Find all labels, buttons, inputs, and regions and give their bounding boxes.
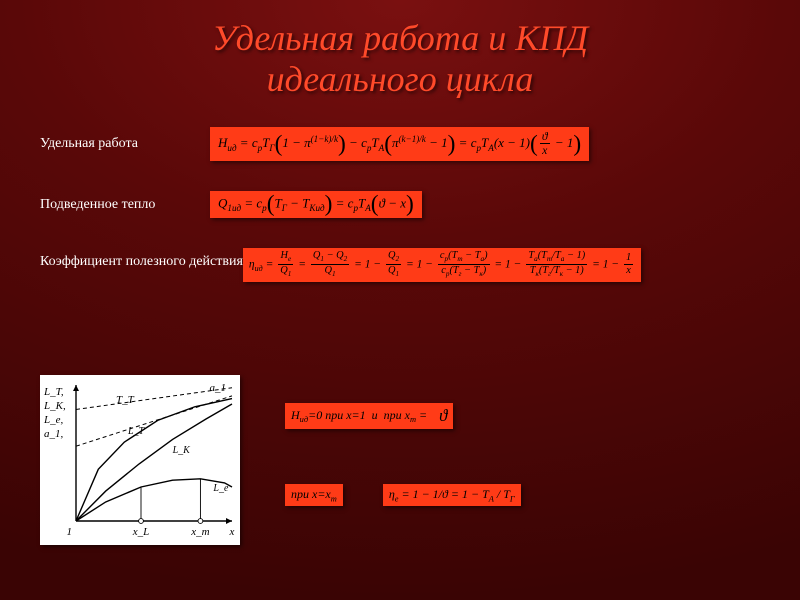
row-eff: Коэффициент полезного действия ηид = HeQ… — [40, 248, 800, 282]
svg-text:x: x — [229, 526, 235, 538]
svg-text:L_T,: L_T, — [43, 386, 64, 398]
lower-second-row: при x=xm ηe = 1 − 1/ϑ = 1 − TА / TГ — [285, 484, 521, 506]
svg-text:T_T: T_T — [116, 394, 135, 406]
svg-text:L_e: L_e — [212, 483, 229, 494]
formula-heat: Q1ид = cp(TГ − TКид) = cpTА(ϑ − x) — [210, 191, 422, 218]
svg-text:L_K,: L_K, — [43, 400, 66, 412]
formula-at-xm: при x=xm — [285, 484, 343, 506]
formula-work: Hид = cpTГ(1 − π(1−k)/k) − cpTА(π(k−1)/k… — [210, 127, 589, 161]
svg-text:a_1,: a_1, — [44, 428, 64, 440]
svg-text:L_K: L_K — [172, 445, 192, 456]
label-heat: Подведенное тепло — [40, 197, 210, 213]
row-work: Удельная работа Hид = cpTГ(1 − π(1−k)/k)… — [40, 127, 800, 161]
formula-zero: Hид=0 при x=1 и при xm = ϑ — [285, 403, 453, 429]
cycle-graph: L_T, L_K, L_e, a_1, 1 x_L x_m x a_1 T_T L_T L_K L_e — [40, 375, 240, 545]
formula-eff: ηид = HeQ1 = Q1 − Q2Q1 = 1 − Q2Q1 = 1 − … — [243, 248, 641, 282]
svg-text:1: 1 — [67, 526, 73, 538]
lower-region: L_T,L_K,L_e,a_1,1x_Lx_mxa_1T_TL_TL_KL_e … — [40, 375, 521, 545]
label-eff: Коэффициент полезного действия — [40, 248, 243, 270]
formula-eta-e: ηe = 1 − 1/ϑ = 1 − TА / TГ — [383, 484, 521, 506]
svg-text:x_m: x_m — [190, 526, 209, 538]
label-work: Удельная работа — [40, 136, 210, 152]
lower-right-column: Hид=0 при x=1 и при xm = ϑ при x=xm ηe =… — [285, 403, 521, 545]
svg-text:x_L: x_L — [132, 526, 150, 538]
svg-text:L_e,: L_e, — [43, 414, 64, 426]
title-line-2: идеального цикла — [267, 59, 534, 99]
row-heat: Подведенное тепло Q1ид = cp(TГ − TКид) =… — [40, 191, 800, 218]
svg-text:a_1: a_1 — [210, 382, 227, 394]
svg-text:L_T: L_T — [127, 426, 146, 437]
title-line-1: Удельная работа и КПД — [212, 18, 588, 58]
slide-title: Удельная работа и КПД идеального цикла — [0, 0, 800, 101]
